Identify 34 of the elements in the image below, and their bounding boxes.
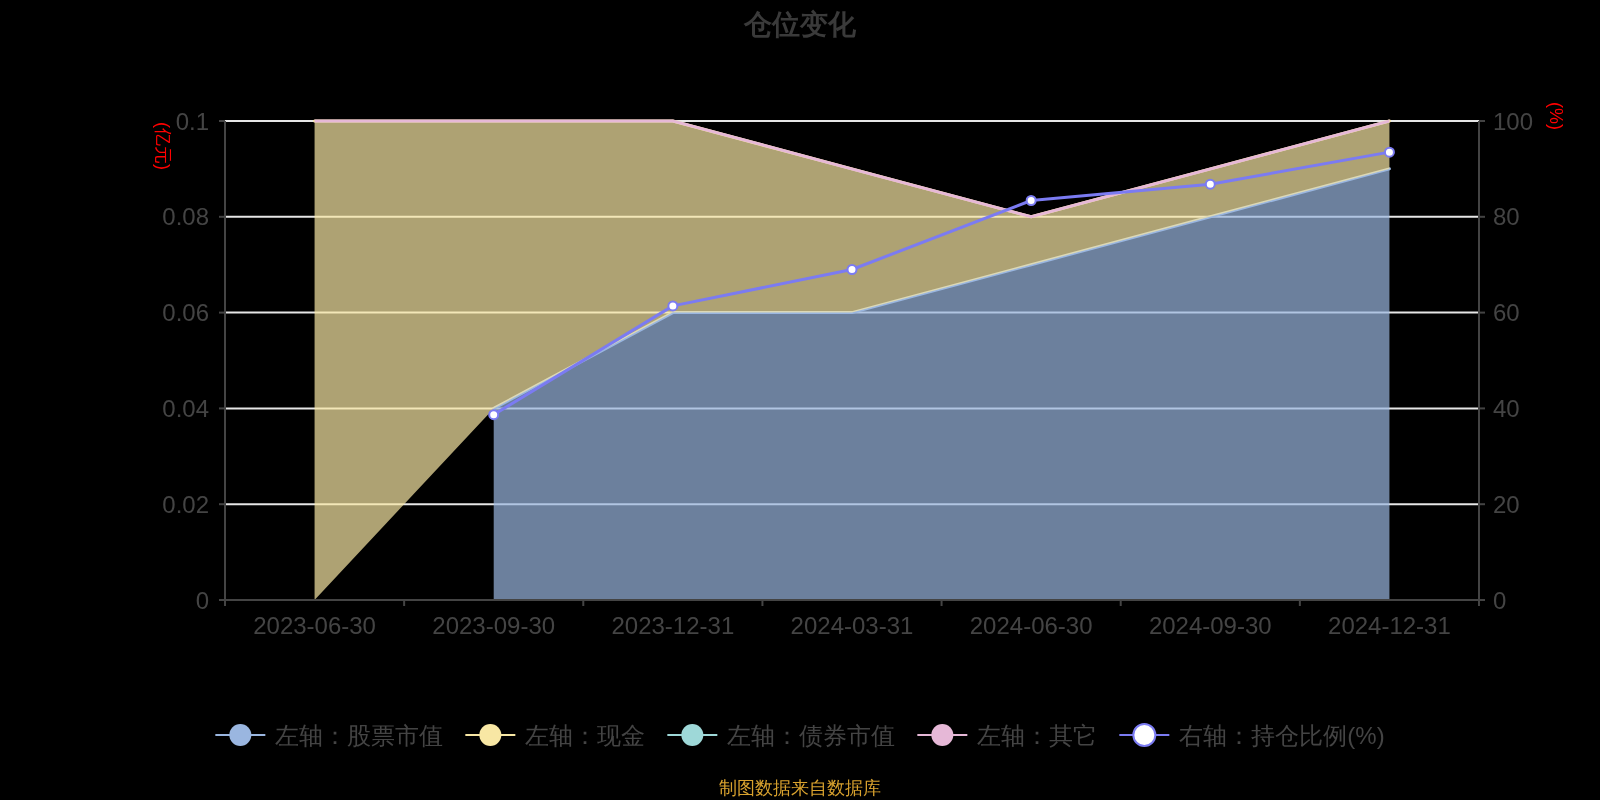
point bbox=[1204, 178, 1216, 190]
y2-tick-label: 100 bbox=[1493, 107, 1534, 135]
y-tick-label: 0.02 bbox=[162, 490, 209, 518]
x-tick-label: 2024-09-30 bbox=[1148, 611, 1272, 639]
x-tick-label: 2023-06-30 bbox=[253, 611, 376, 639]
x-tick-label: 2023-09-30 bbox=[432, 611, 556, 639]
legend-label: 右轴：持仓比例(%) bbox=[1179, 721, 1385, 749]
point bbox=[846, 263, 858, 275]
x-tick-label: 2023-12-31 bbox=[611, 611, 735, 639]
y2-tick-label: 60 bbox=[1493, 299, 1520, 327]
legend-label: 左轴：股票市值 bbox=[275, 721, 444, 749]
x-tick-label: 2024-06-30 bbox=[969, 611, 1093, 639]
y-axis-title: (亿元) bbox=[153, 122, 173, 170]
point bbox=[488, 409, 500, 421]
x-tick-label: 2024-03-31 bbox=[790, 611, 914, 639]
legend-label: 左轴：其它 bbox=[977, 721, 1098, 749]
y-tick-label: 0.1 bbox=[175, 107, 209, 135]
y2-tick-label: 80 bbox=[1493, 203, 1520, 231]
point bbox=[667, 300, 679, 312]
y2-tick-label: 0 bbox=[1493, 586, 1507, 614]
legend-label: 左轴：现金 bbox=[525, 721, 646, 749]
text: 制图数据来自数据库 bbox=[719, 778, 881, 798]
point bbox=[1025, 195, 1037, 207]
x-tick-label: 2024-12-31 bbox=[1328, 611, 1451, 639]
y-tick-label: 0 bbox=[195, 586, 209, 614]
y2-axis-title: (%) bbox=[1546, 102, 1566, 130]
point bbox=[1383, 146, 1395, 158]
chart-title: 仓位变化 bbox=[743, 8, 857, 40]
y-tick-label: 0.06 bbox=[162, 299, 209, 327]
legend-label: 左轴：债券市值 bbox=[727, 721, 896, 749]
y2-tick-label: 40 bbox=[1493, 394, 1520, 422]
y2-tick-label: 20 bbox=[1493, 490, 1520, 518]
y-tick-label: 0.08 bbox=[162, 203, 209, 231]
y-tick-label: 0.04 bbox=[162, 394, 209, 422]
